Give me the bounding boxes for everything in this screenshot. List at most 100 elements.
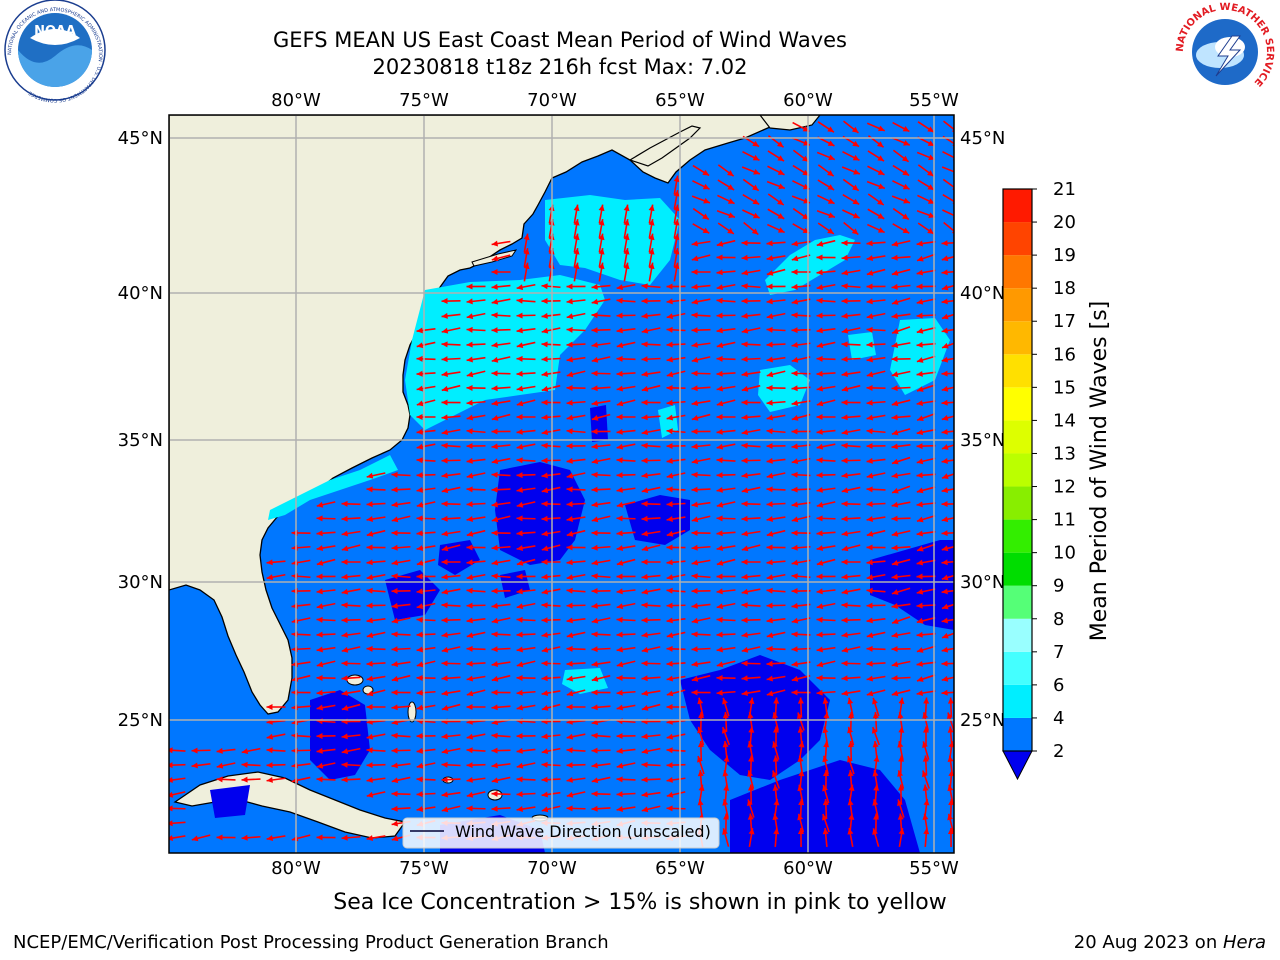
wave-direction-arrow: [916, 412, 936, 422]
wave-direction-arrow: [666, 617, 686, 624]
wave-direction-arrow: [366, 486, 386, 493]
wave-direction-arrow: [466, 486, 486, 493]
wave-direction-arrow: [391, 704, 411, 711]
wave-direction-arrow: [616, 747, 636, 754]
wave-direction-arrow: [717, 194, 735, 205]
wave-direction-arrow: [891, 342, 911, 349]
wave-direction-arrow: [866, 268, 886, 276]
wave-direction-arrow: [891, 472, 911, 479]
wave-direction-arrow: [722, 828, 730, 847]
wave-direction-arrow: [916, 400, 936, 407]
wave-direction-arrow: [616, 283, 636, 291]
wave-direction-arrow: [666, 733, 686, 740]
wave-direction-arrow: [691, 515, 711, 523]
wave-direction-arrow: [691, 559, 711, 566]
wave-direction-arrow: [716, 689, 736, 696]
wave-direction-arrow: [641, 544, 661, 552]
wave-direction-arrow: [816, 588, 836, 595]
wave-direction-arrow: [716, 443, 736, 450]
wave-direction-arrow: [816, 674, 836, 681]
wave-direction-arrow: [566, 298, 586, 305]
wave-direction-arrow: [841, 254, 861, 261]
wave-direction-arrow: [516, 646, 536, 653]
wave-direction-arrow: [766, 544, 786, 551]
wave-direction-arrow: [416, 385, 436, 392]
map-content: [169, 115, 954, 853]
wave-direction-arrow: [766, 399, 786, 406]
wave-direction-arrow: [566, 544, 586, 551]
wave-direction-arrow: [691, 195, 711, 204]
wave-direction-arrow: [866, 587, 886, 594]
wave-direction-arrow: [641, 559, 661, 565]
wave-direction-arrow: [766, 660, 786, 667]
wave-direction-arrow: [591, 486, 611, 493]
wave-direction-arrow: [516, 733, 536, 740]
wave-direction-arrow: [891, 268, 911, 276]
wave-direction-arrow: [491, 443, 511, 450]
wave-region-4-6s: [405, 275, 605, 430]
colorbar-tick-label: 6: [1053, 675, 1064, 696]
wave-direction-arrow: [673, 204, 680, 224]
wave-direction-arrow: [816, 428, 836, 435]
wave-direction-arrow: [916, 253, 936, 262]
wave-direction-arrow: [741, 457, 761, 464]
wave-direction-arrow: [466, 341, 486, 348]
wave-direction-arrow: [491, 544, 511, 551]
wave-direction-arrow: [916, 543, 936, 552]
wave-direction-arrow: [466, 617, 486, 624]
wave-direction-arrow: [941, 660, 954, 667]
wave-direction-arrow: [573, 204, 580, 224]
wave-direction-arrow: [416, 660, 436, 668]
wave-direction-arrow: [666, 631, 686, 639]
wave-direction-arrow: [566, 472, 586, 479]
wave-direction-arrow: [566, 617, 586, 624]
wave-direction-arrow: [541, 500, 561, 507]
wave-direction-arrow: [866, 240, 886, 247]
wave-direction-arrow: [866, 602, 886, 609]
wave-direction-arrow: [841, 500, 861, 507]
wave-direction-arrow: [916, 674, 936, 682]
wave-direction-arrow: [941, 415, 954, 421]
lon-label-bottom: 75°W: [399, 858, 449, 879]
wave-direction-arrow: [641, 356, 661, 363]
wave-direction-arrow: [891, 689, 911, 697]
wave-direction-arrow: [341, 631, 361, 638]
wave-direction-arrow: [941, 574, 954, 581]
wave-direction-arrow: [616, 558, 636, 566]
wave-direction-arrow: [591, 602, 611, 609]
wave-direction-arrow: [816, 646, 836, 653]
wave-direction-arrow: [716, 558, 736, 566]
wave-direction-arrow: [591, 790, 611, 797]
wave-direction-arrow: [691, 544, 711, 551]
wave-direction-arrow: [916, 645, 936, 653]
wave-direction-arrow: [598, 248, 605, 267]
wave-direction-arrow: [316, 616, 336, 623]
wave-direction-arrow: [316, 689, 336, 696]
wave-region-4-6s: [765, 235, 855, 295]
wave-direction-arrow: [416, 631, 436, 638]
wave-direction-arrow: [391, 486, 411, 493]
wave-direction-arrow: [866, 298, 886, 305]
wave-direction-arrow: [466, 399, 486, 406]
wave-direction-arrow: [616, 646, 636, 653]
wave-direction-arrow: [823, 740, 830, 761]
wave-direction-arrow: [591, 747, 611, 754]
wave-direction-arrow: [891, 240, 911, 247]
wave-direction-arrow: [641, 573, 661, 580]
wave-direction-arrow: [766, 255, 786, 262]
wave-direction-arrow: [691, 312, 711, 319]
wave-direction-arrow: [691, 457, 711, 465]
wave-direction-arrow: [566, 341, 586, 348]
wave-direction-arrow: [516, 399, 536, 407]
wave-direction-arrow: [666, 791, 686, 798]
wave-direction-arrow: [266, 733, 286, 740]
wave-direction-arrow: [366, 762, 386, 769]
wave-direction-arrow: [941, 385, 954, 392]
wave-direction-arrow: [466, 529, 486, 537]
wave-direction-arrow: [266, 776, 286, 783]
wave-direction-arrow: [541, 515, 561, 522]
wave-direction-arrow: [316, 588, 336, 595]
wave-direction-arrow: [691, 428, 711, 435]
wave-direction-arrow: [441, 327, 461, 334]
wave-direction-arrow: [891, 385, 911, 392]
